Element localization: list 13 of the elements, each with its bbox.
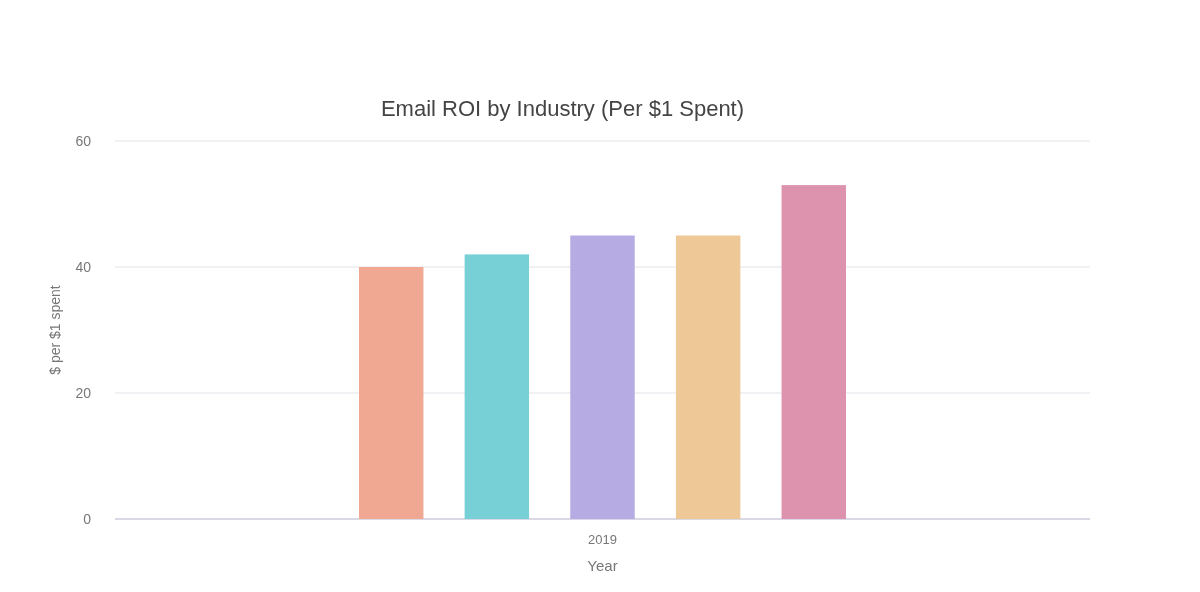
bar [781,185,847,519]
y-tick-label: 60 [75,132,92,149]
bar [570,235,635,519]
x-axis-title: Year [587,557,618,574]
y-tick-label: 20 [75,384,92,401]
chart-title: Email ROI by Industry (Per $1 Spent) [380,96,745,121]
y-axis-title: $ per $1 spent [47,285,63,375]
y-tick-label: 0 [83,510,92,527]
bar [675,235,741,519]
y-tick-label: 40 [75,258,92,275]
bar [464,254,530,519]
x-tick-label: 2019 [588,532,617,547]
bar [358,267,424,519]
